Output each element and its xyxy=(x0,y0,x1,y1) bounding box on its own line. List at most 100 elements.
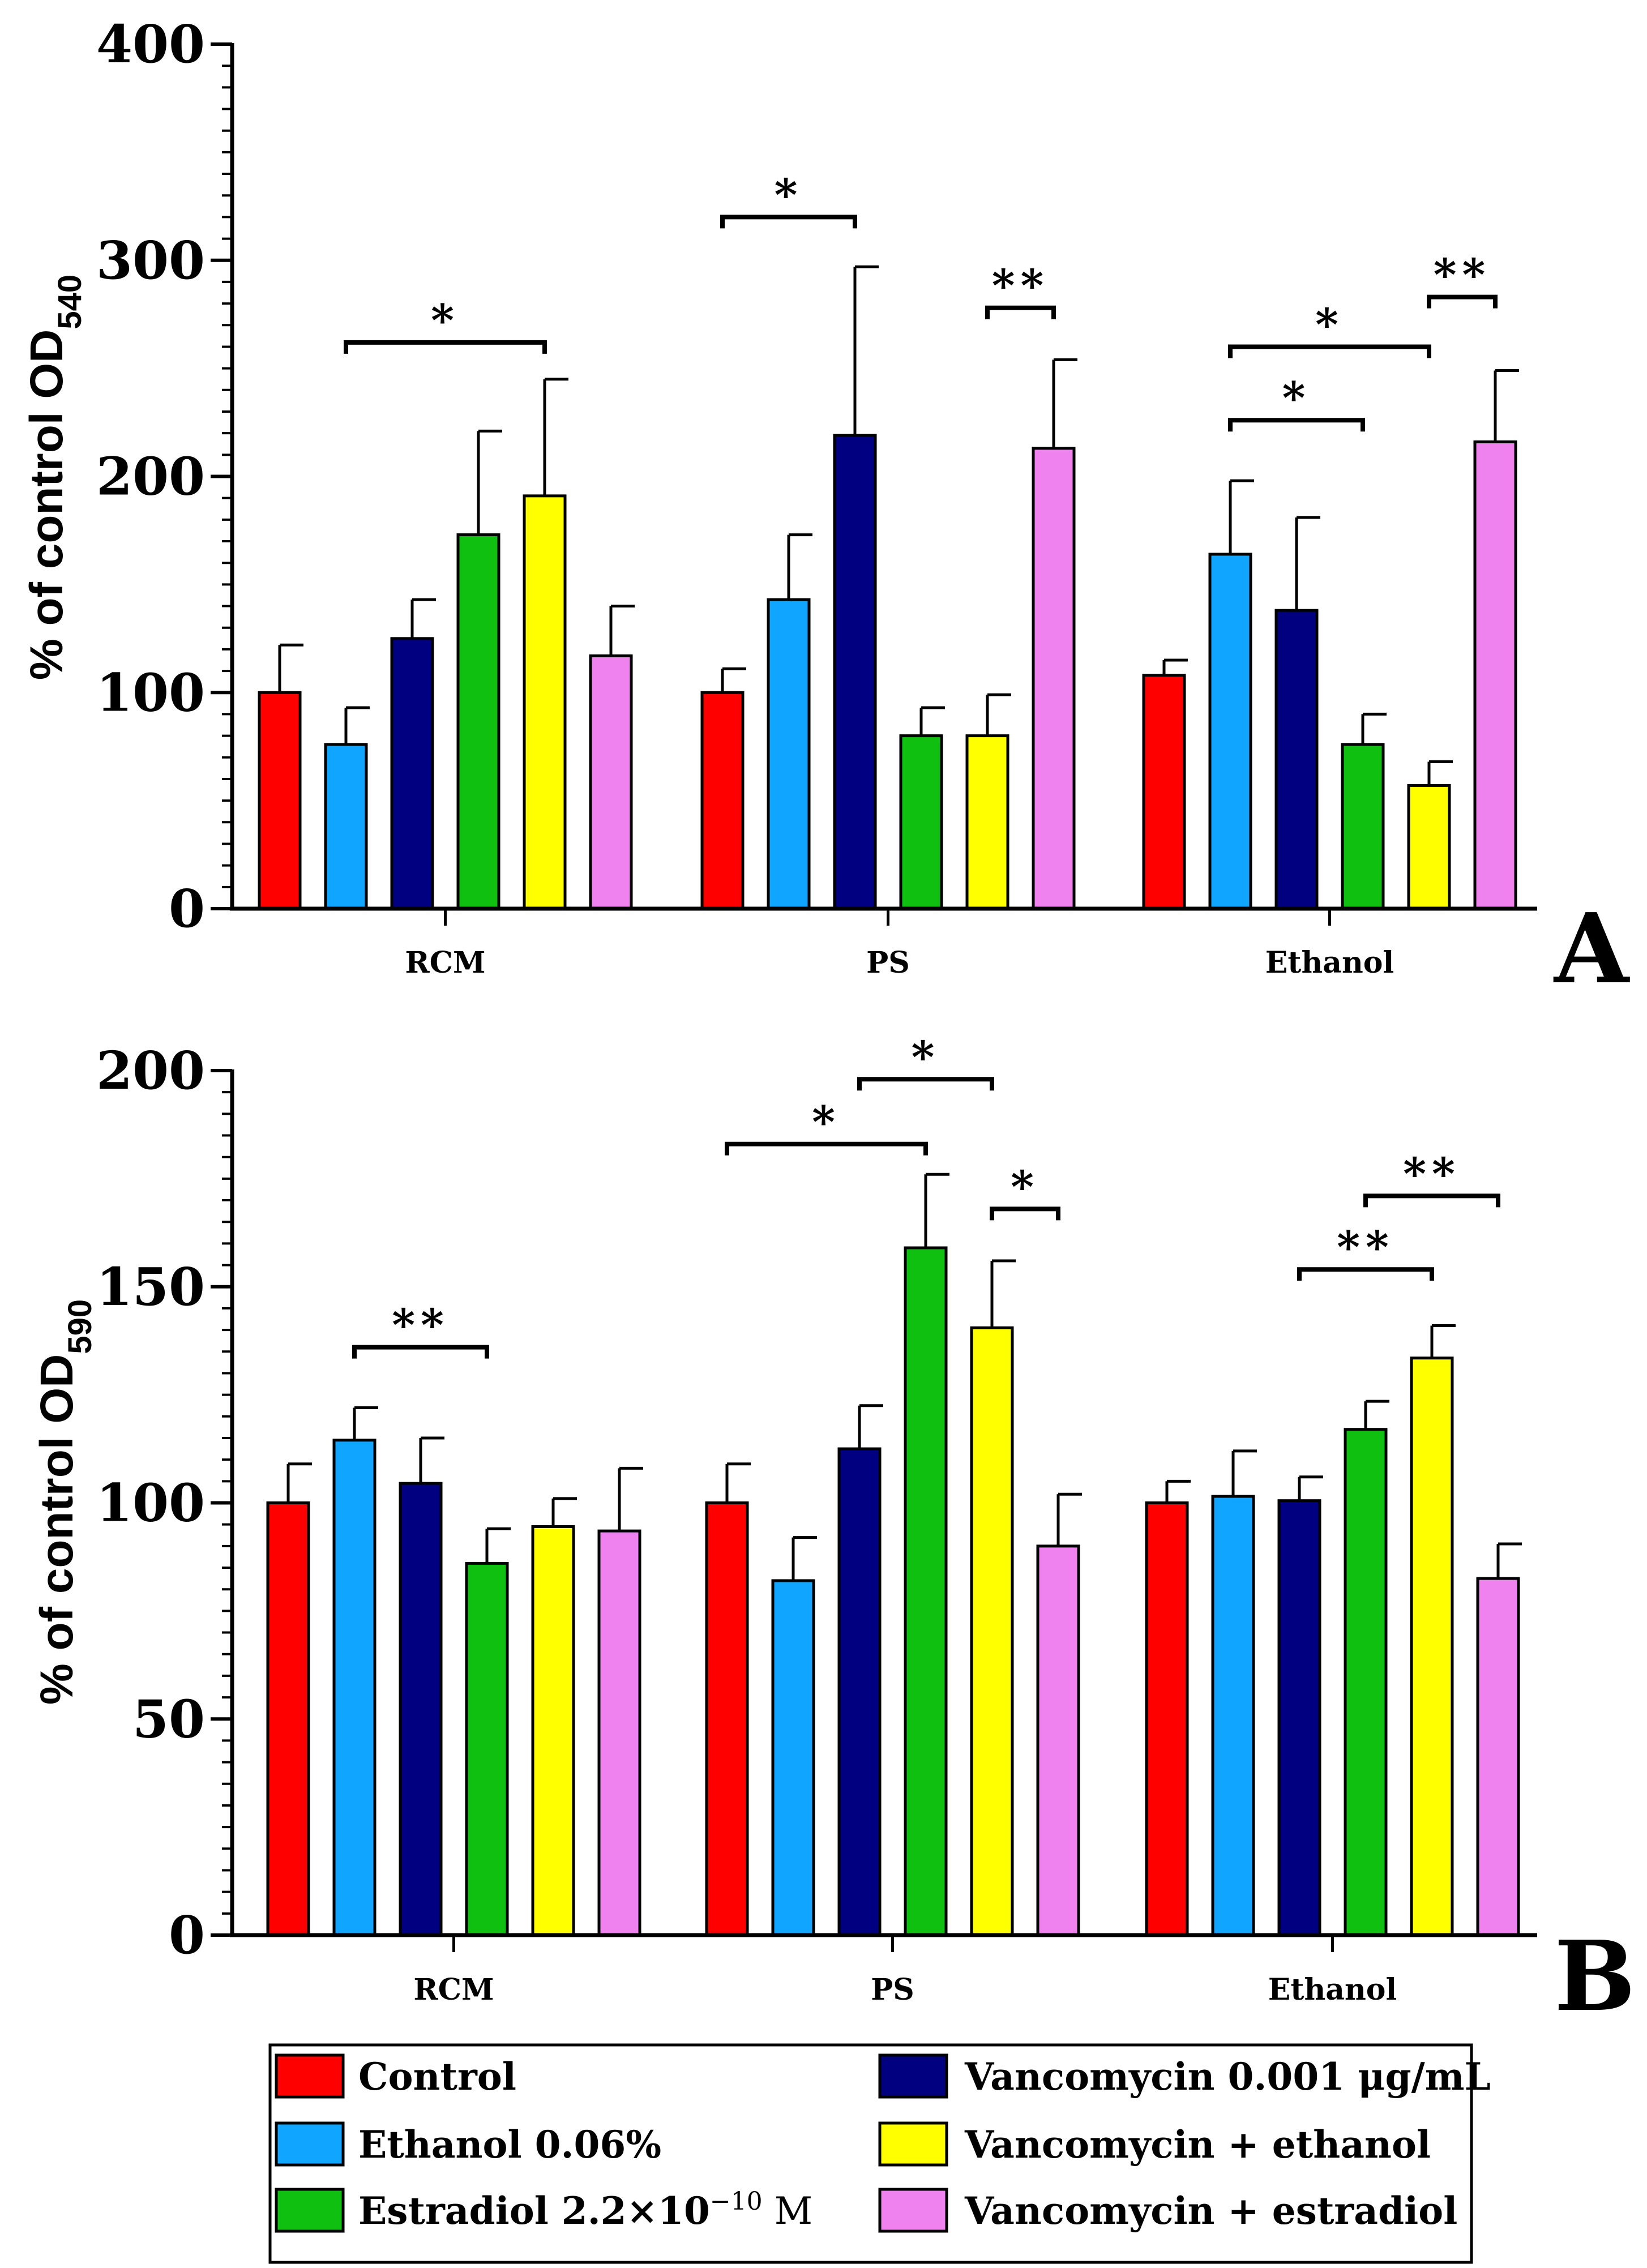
significance-marker: * xyxy=(812,1097,841,1148)
y-axis-title-subscript: 590 xyxy=(62,1299,99,1354)
bar xyxy=(904,1246,948,1937)
category-label: Ethanol xyxy=(1265,945,1394,980)
y-axis-title-subscript: 540 xyxy=(52,275,88,329)
legend-box xyxy=(268,2043,1473,2264)
bar xyxy=(1410,1356,1454,1937)
legend-label: Vancomycin + estradiol xyxy=(964,2189,1457,2233)
category-label: RCM xyxy=(413,1972,494,2007)
bar xyxy=(1341,743,1385,910)
legend-swatch xyxy=(878,2188,948,2233)
significance-bracket xyxy=(344,340,547,354)
bar xyxy=(266,1501,310,1937)
bar xyxy=(1211,1495,1255,1937)
bar xyxy=(1208,553,1252,910)
y-tick-label: 300 xyxy=(96,230,205,291)
significance-bracket xyxy=(1228,418,1365,432)
bar xyxy=(332,1439,377,1937)
significance-bracket xyxy=(857,1077,994,1091)
bar xyxy=(1274,609,1319,910)
category-label: Ethanol xyxy=(1268,1972,1397,2007)
legend-label-text: Estradiol 2.2×10 xyxy=(358,2189,710,2233)
significance-bracket xyxy=(1228,344,1431,358)
legend-swatch xyxy=(878,2053,948,2099)
y-tick-label: 100 xyxy=(96,662,205,723)
panel-b-chart: 0 50 100 150 200 RCM PS Ethanol % of control OD5… xyxy=(31,1032,1636,2033)
bar xyxy=(771,1579,815,1937)
bar xyxy=(258,691,302,910)
legend-swatch xyxy=(878,2121,948,2167)
significance-marker: * xyxy=(775,169,803,221)
bar xyxy=(767,598,811,910)
significance-marker: * xyxy=(1282,373,1311,424)
significance-marker: * xyxy=(431,295,460,346)
y-tick-label: 200 xyxy=(96,1040,205,1101)
y-axis-title: % of control OD590 xyxy=(31,1299,99,1705)
bar xyxy=(1277,1499,1321,1937)
legend-label: Vancomycin + ethanol xyxy=(964,2122,1431,2167)
significance-marker: ** xyxy=(392,1300,450,1351)
significance-bracket xyxy=(1363,1193,1500,1208)
legend-label-text: Control xyxy=(358,2055,516,2099)
bar xyxy=(965,734,1009,910)
legend-label: Vancomycin 0.001 μg/mL xyxy=(964,2055,1491,2099)
significance-bracket xyxy=(1427,294,1498,309)
significance-marker: ** xyxy=(1403,1148,1461,1200)
legend-label: Estradiol 2.2×10−10 M xyxy=(358,2187,812,2233)
category-label: PS xyxy=(866,945,910,980)
bar xyxy=(1473,440,1517,910)
bar xyxy=(456,533,500,910)
bar xyxy=(1344,1428,1388,1937)
bar xyxy=(837,1447,882,1937)
category-label: RCM xyxy=(405,945,485,980)
y-tick-label: 100 xyxy=(96,1473,205,1534)
bar xyxy=(589,654,633,910)
significance-marker: * xyxy=(1011,1161,1039,1213)
y-axis-title-main: % of control OD xyxy=(21,329,72,681)
y-tick-label: 150 xyxy=(96,1256,205,1317)
y-tick-label: 0 xyxy=(169,1905,205,1966)
bar xyxy=(1407,784,1451,910)
bar xyxy=(705,1501,749,1937)
bar xyxy=(1476,1577,1520,1937)
legend-swatch xyxy=(275,2121,345,2167)
significance-bracket xyxy=(1297,1267,1434,1281)
significance-bracket xyxy=(990,1206,1060,1221)
significance-marker: ** xyxy=(1434,250,1491,301)
y-axis-title: % of control OD540 xyxy=(21,275,88,680)
legend: Control Ethanol 0.06% Estradiol 2.2×10−10 … xyxy=(268,2043,1491,2264)
significance-bracket xyxy=(985,305,1056,319)
panel-a-chart: 0 100 200 300 400 RCM PS Ethanol % of control OD… xyxy=(21,14,1630,1005)
panel-letter: A xyxy=(1553,892,1630,1005)
bar xyxy=(970,1326,1014,1937)
y-tick-label: 0 xyxy=(169,878,205,939)
y-axis-title-main: % of control OD xyxy=(31,1354,83,1705)
legend-label: Control xyxy=(358,2055,516,2099)
legend-label-superscript: −10 xyxy=(710,2187,763,2216)
legend-label-text: Vancomycin 0.001 μg/mL xyxy=(964,2055,1491,2099)
significance-bracket xyxy=(725,1141,928,1156)
bar xyxy=(833,434,877,910)
bar xyxy=(1142,674,1186,910)
significance-marker: ** xyxy=(992,260,1050,312)
significance-marker: ** xyxy=(1337,1222,1394,1273)
category-label: PS xyxy=(871,1972,914,2007)
bar xyxy=(465,1561,509,1937)
bar xyxy=(390,637,434,910)
legend-label: Ethanol 0.06% xyxy=(358,2122,661,2167)
y-tick-label: 200 xyxy=(96,446,205,507)
bar xyxy=(700,691,745,910)
y-tick-label: 50 xyxy=(132,1688,205,1749)
bar xyxy=(399,1482,443,1937)
significance-marker: * xyxy=(1315,299,1344,350)
legend-label-text: Vancomycin + ethanol xyxy=(964,2122,1431,2167)
bar xyxy=(523,494,567,910)
bar xyxy=(899,734,943,910)
bar xyxy=(1032,447,1076,910)
legend-label-suffix: M xyxy=(763,2189,813,2233)
panel-letter: B xyxy=(1554,1920,1636,2033)
bar xyxy=(597,1529,641,1937)
significance-bracket xyxy=(352,1345,489,1359)
legend-swatch xyxy=(275,2053,345,2099)
significance-bracket xyxy=(720,215,857,229)
